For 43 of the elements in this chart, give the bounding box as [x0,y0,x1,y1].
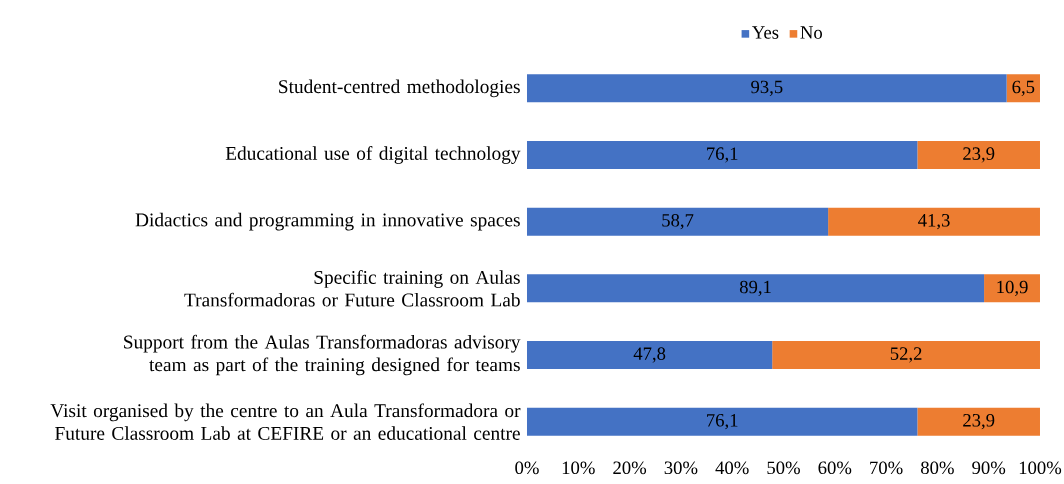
bar [527,407,918,436]
data-label: 76,1 [707,414,738,430]
data-label: 93,5 [751,80,783,96]
data-label: 52,2 [890,347,922,363]
y-tick-label: Didactics and programming in innovative spaces [135,212,520,231]
data-label: 76,1 [707,147,738,163]
x-tick-label: 70% [870,461,903,475]
x-tick-label: 40% [715,461,749,475]
x-tick-label: 0% [515,461,539,475]
x-tick-label: 50% [767,461,800,475]
data-label: 23,9 [963,414,995,430]
bar [828,207,1040,236]
y-tick-label: Visit organised by the centre to an Aula Transformadora or Future Classroom Lab at CEFIRE or an educational centre [50,403,521,440]
legend-label: Yes [752,26,779,39]
y-tick-label: Educational use of digital technology [225,146,521,164]
bar [527,74,1007,103]
x-tick-label: 100% [1019,461,1062,475]
data-label: 23,9 [963,147,995,163]
y-tick-label: Support from the Aulas Transformadoras advisory team as part of the training designed for teams [124,334,521,376]
y-tick-label: Student-centred methodologies [279,79,520,98]
x-tick-label: 90% [972,461,1006,475]
bar [1006,74,1040,103]
data-label: 6,5 [1012,80,1035,96]
data-label: 41,3 [918,214,950,230]
bar [917,140,1040,169]
x-tick-label: 20% [613,461,647,475]
bar [527,274,985,303]
data-label: 89,1 [739,280,771,296]
bar [527,340,773,369]
bar [984,274,1040,303]
data-label: 58,7 [662,214,694,230]
x-tick-label: 30% [664,461,698,475]
x-tick-label: 60% [818,461,852,475]
data-label: 47,8 [633,347,666,363]
bar [527,207,829,236]
legend-label: No [800,26,823,39]
bar [917,407,1040,436]
x-tick-label: 10% [562,461,595,475]
bar [772,340,1040,369]
x-tick-label: 80% [921,461,954,475]
y-tick-label: Specific training on Aulas Transformadoras or Future Classroom Lab [184,270,520,307]
bar [527,140,918,169]
data-label: 10,9 [997,280,1028,296]
